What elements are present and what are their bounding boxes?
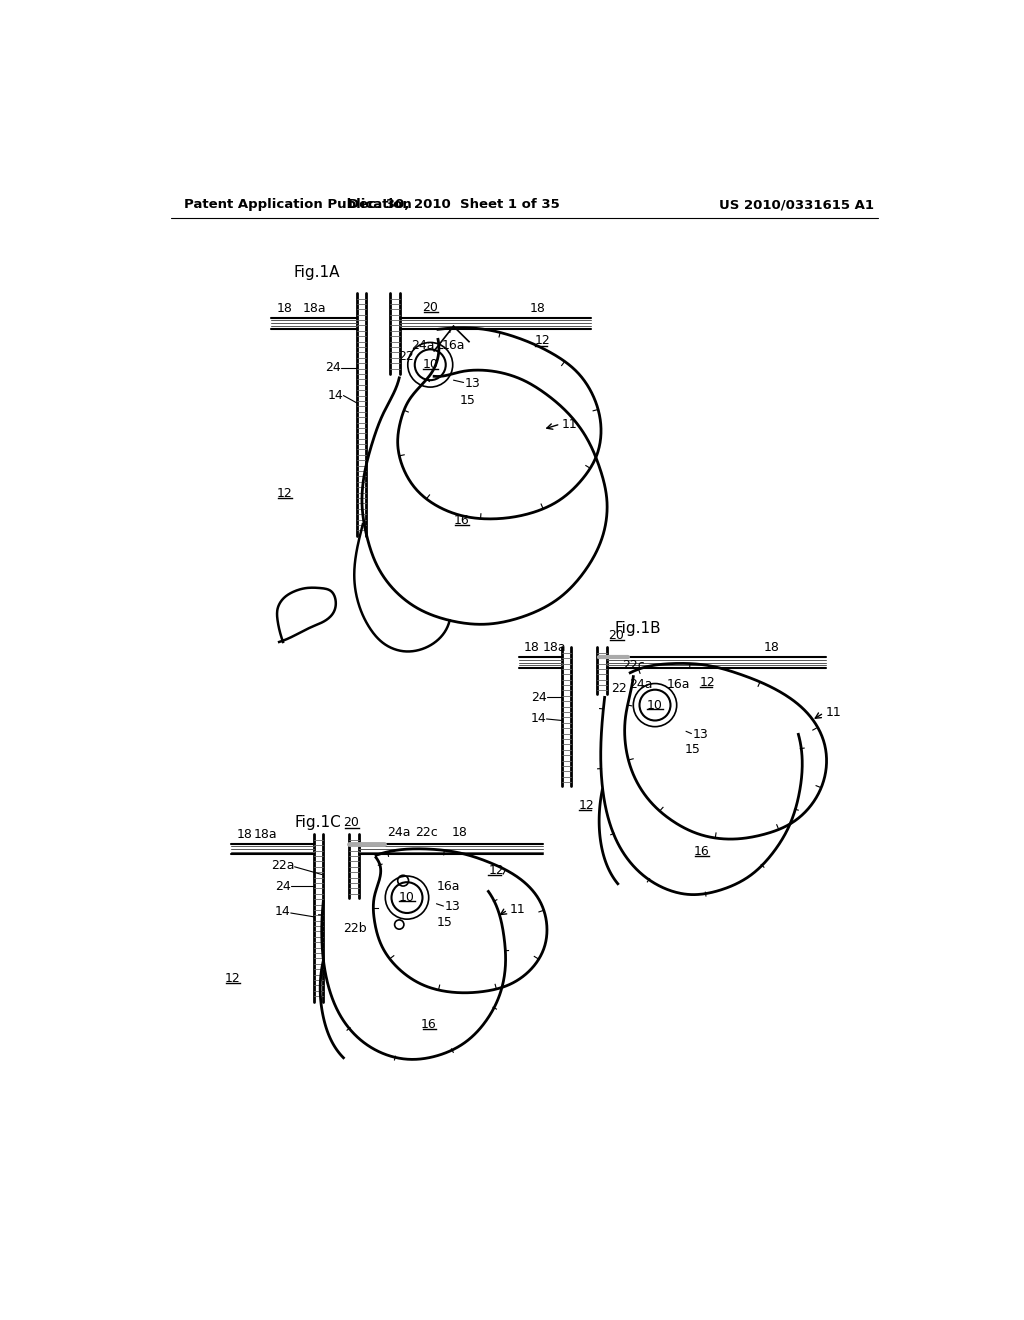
Text: 11: 11: [509, 903, 525, 916]
Text: 16: 16: [421, 1018, 436, 1031]
Text: 22a: 22a: [271, 859, 295, 871]
Text: 15: 15: [460, 395, 475, 408]
Text: Fig.1C: Fig.1C: [295, 814, 341, 830]
Text: 20: 20: [422, 301, 438, 314]
Text: Dec. 30, 2010  Sheet 1 of 35: Dec. 30, 2010 Sheet 1 of 35: [347, 198, 559, 211]
Text: 12: 12: [700, 676, 716, 689]
Text: 22: 22: [611, 681, 628, 694]
Text: 24a: 24a: [411, 339, 434, 352]
Text: 22c: 22c: [623, 659, 645, 672]
Text: 14: 14: [275, 906, 291, 917]
Text: 24: 24: [326, 362, 341, 375]
Text: 20: 20: [343, 816, 359, 829]
Text: 22b: 22b: [343, 921, 367, 935]
Text: 12: 12: [224, 972, 241, 985]
Text: 22: 22: [397, 350, 414, 363]
Text: 18: 18: [764, 640, 779, 653]
Text: 13: 13: [444, 900, 460, 913]
Text: 16a: 16a: [442, 339, 465, 352]
Text: 18: 18: [523, 640, 539, 653]
Text: 18: 18: [276, 302, 293, 315]
Text: 15: 15: [684, 743, 700, 756]
Text: 18a: 18a: [254, 828, 278, 841]
Text: 15: 15: [436, 916, 453, 929]
Text: Fig.1A: Fig.1A: [293, 265, 340, 280]
Text: Fig.1B: Fig.1B: [614, 620, 662, 636]
Text: 24: 24: [275, 879, 291, 892]
Text: 14: 14: [530, 713, 547, 726]
Text: 12: 12: [276, 487, 293, 500]
Text: 13: 13: [692, 727, 708, 741]
Text: 12: 12: [579, 799, 595, 812]
Text: 16: 16: [454, 513, 469, 527]
Text: 24a: 24a: [388, 826, 411, 840]
Text: 10: 10: [422, 358, 438, 371]
Text: 16a: 16a: [436, 879, 460, 892]
Text: 11: 11: [825, 706, 842, 719]
Text: 16a: 16a: [667, 677, 690, 690]
Text: 24a: 24a: [629, 677, 652, 690]
Text: 11: 11: [562, 417, 578, 430]
Text: US 2010/0331615 A1: US 2010/0331615 A1: [719, 198, 873, 211]
Text: 13: 13: [465, 376, 481, 389]
Text: 14: 14: [328, 389, 343, 403]
Text: 18a: 18a: [302, 302, 326, 315]
Text: 24: 24: [530, 690, 547, 704]
Text: 10: 10: [647, 698, 663, 711]
Text: 12: 12: [488, 865, 504, 878]
Text: Patent Application Publication: Patent Application Publication: [183, 198, 412, 211]
Text: 22c: 22c: [415, 826, 437, 840]
Text: 18a: 18a: [543, 640, 566, 653]
Text: 20: 20: [608, 630, 625, 643]
Text: 18: 18: [452, 826, 468, 840]
Text: 12: 12: [535, 334, 551, 347]
Text: 10: 10: [399, 891, 415, 904]
Text: 18: 18: [237, 828, 252, 841]
Text: 18: 18: [529, 302, 546, 315]
Text: 16: 16: [693, 845, 710, 858]
